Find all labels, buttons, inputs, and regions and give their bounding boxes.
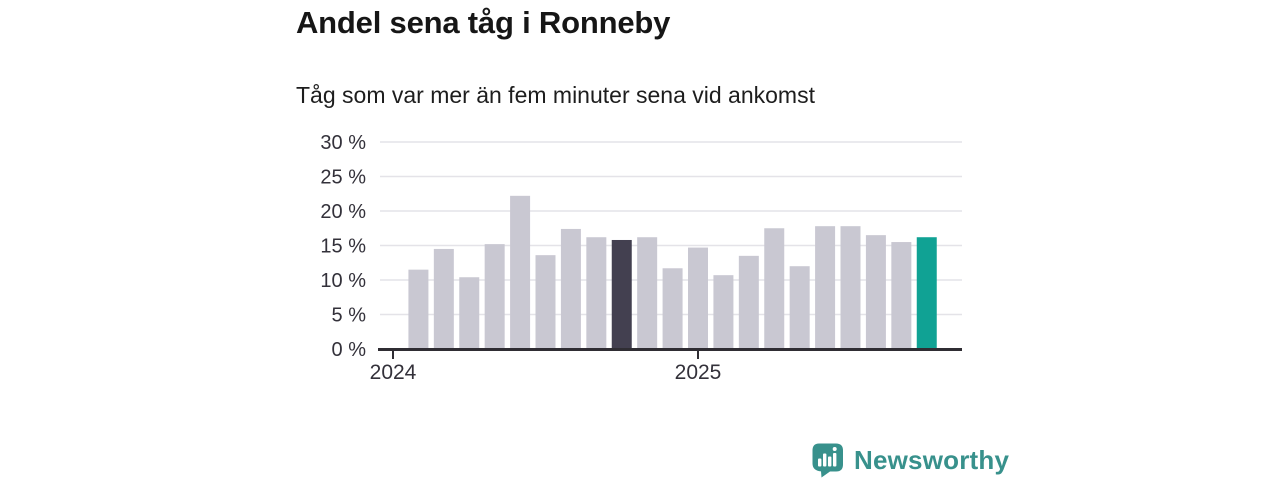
- newsworthy-logo-icon: [812, 443, 843, 478]
- y-axis-label: 15 %: [320, 236, 366, 258]
- newsworthy-logo: Newsworthy: [810, 442, 1009, 478]
- bar-highlight-prev-year: [611, 239, 632, 349]
- x-axis-label: 2024: [370, 361, 417, 384]
- bar: [891, 242, 912, 349]
- bar: [764, 228, 785, 349]
- bar: [510, 195, 531, 349]
- bar: [865, 235, 886, 349]
- chart-subtitle: Tåg som var mer än fem minuter sena vid …: [296, 82, 815, 108]
- bar: [408, 269, 429, 349]
- bar: [738, 255, 759, 349]
- bar: [586, 237, 607, 349]
- bar: [840, 226, 861, 349]
- bar: [789, 266, 810, 349]
- y-axis-label: 20 %: [320, 201, 366, 223]
- bar: [662, 268, 683, 349]
- bar: [433, 248, 454, 349]
- y-axis-label: 30 %: [320, 132, 366, 154]
- bar: [484, 244, 505, 349]
- newsworthy-wordmark: Newsworthy: [854, 444, 1010, 475]
- x-axis-label: 2025: [675, 361, 722, 384]
- chart-title: Andel sena tåg i Ronneby: [296, 5, 671, 40]
- y-axis-label: 25 %: [320, 167, 366, 189]
- bar: [815, 226, 836, 349]
- bar: [637, 237, 658, 349]
- bar: [459, 277, 480, 349]
- bar-highlight-latest: [916, 237, 937, 349]
- bar: [535, 255, 556, 349]
- bar: [713, 275, 734, 349]
- y-axis-label: 5 %: [332, 305, 367, 327]
- y-axis-label: 0 %: [332, 339, 367, 361]
- bar: [560, 228, 581, 349]
- y-axis-label: 10 %: [320, 270, 366, 292]
- bar: [688, 247, 708, 349]
